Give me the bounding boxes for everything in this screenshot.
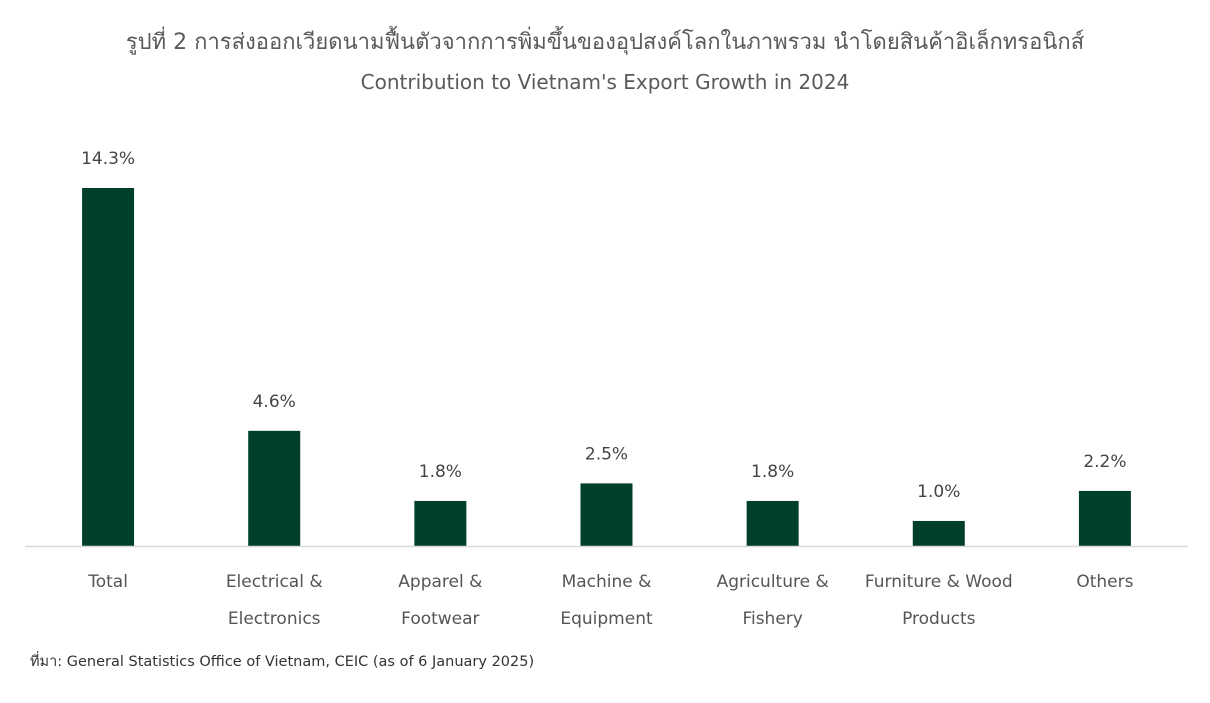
chart-title-thai: รูปที่ 2 การส่งออกเวียดนามฟื้นตัวจากการพ… — [125, 30, 1085, 55]
category-label-6-line-0: Others — [1076, 572, 1133, 592]
category-label-5-line-0: Furniture & Wood — [865, 572, 1013, 592]
value-label-2: 1.8% — [419, 462, 462, 482]
bar-6 — [1078, 490, 1131, 546]
value-label-1: 4.6% — [253, 392, 296, 412]
category-label-3-line-0: Machine & — [562, 572, 652, 592]
bars-group — [82, 188, 1131, 546]
bar-1 — [248, 430, 301, 546]
bar-2 — [414, 500, 467, 546]
category-label-1-line-0: Electrical & — [226, 572, 323, 592]
bar-3 — [580, 483, 633, 546]
value-label-3: 2.5% — [585, 444, 628, 464]
value-label-4: 1.8% — [751, 462, 794, 482]
category-label-0-line-0: Total — [87, 572, 128, 592]
value-label-5: 1.0% — [917, 482, 960, 502]
category-label-2-line-1: Footwear — [401, 609, 479, 629]
bar-4 — [746, 500, 799, 546]
source-note: ที่มา: General Statistics Office of Viet… — [30, 654, 535, 670]
category-labels-group: Total Electrical & Electronics Apparel & Foo… — [87, 572, 1133, 629]
category-label-2-line-0: Apparel & — [398, 572, 482, 592]
bar-0 — [82, 188, 135, 546]
category-label-3-line-1: Equipment — [560, 609, 653, 629]
value-labels-group: 14.3% 4.6% 1.8% 2.5% 1.8% 1.0% 2.2% — [81, 149, 1126, 502]
category-label-4-line-0: Agriculture & — [717, 572, 829, 592]
value-label-0: 14.3% — [81, 149, 135, 169]
chart-title-english: Contribution to Vietnam's Export Growth … — [360, 70, 850, 94]
value-label-6: 2.2% — [1083, 452, 1126, 472]
bar-5 — [912, 520, 965, 546]
category-label-4-line-1: Fishery — [742, 609, 802, 629]
category-label-1-line-1: Electronics — [228, 609, 321, 629]
category-label-5-line-1: Products — [902, 609, 976, 629]
